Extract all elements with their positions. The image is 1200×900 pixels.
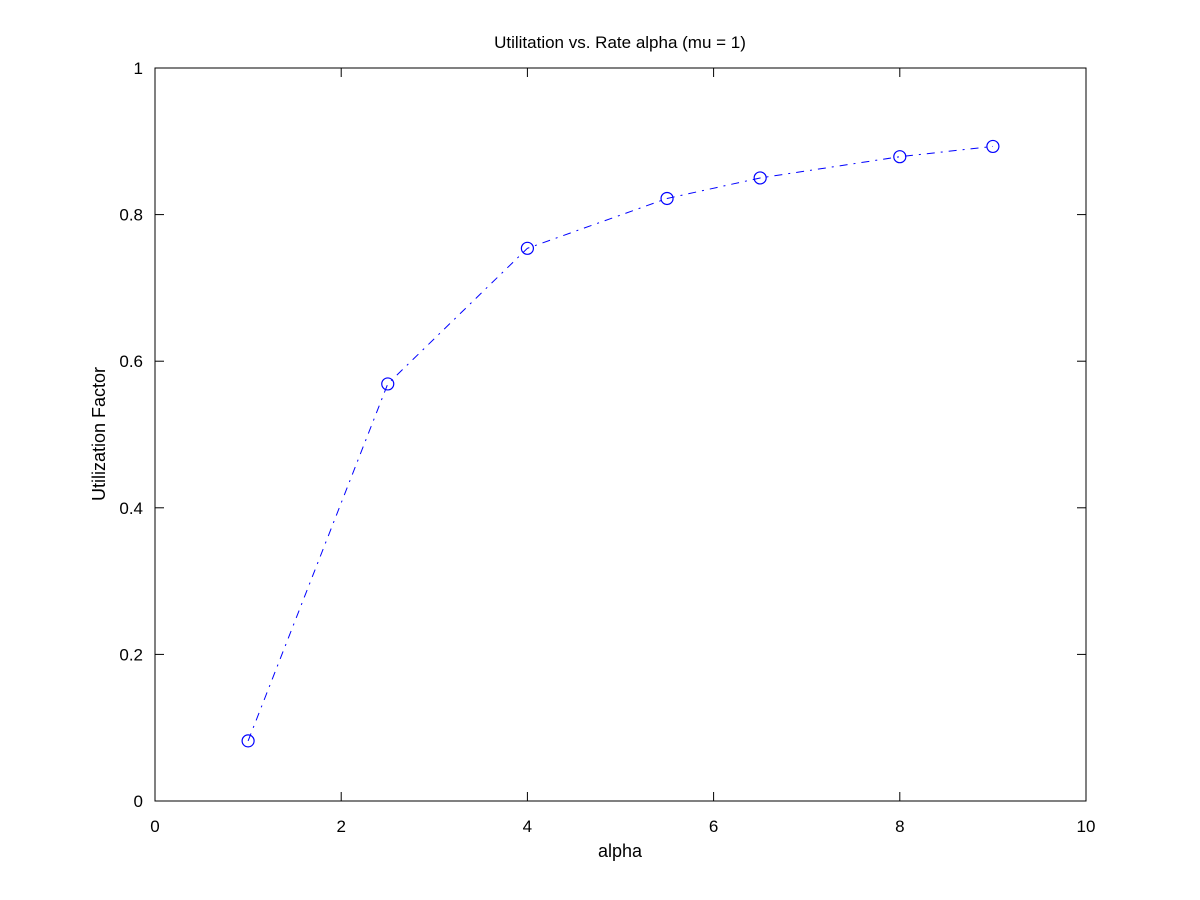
data-point-marker (381, 377, 395, 391)
y-tick-label: 0.6 (119, 352, 143, 371)
y-tick-labels: 0 0.2 0.4 0.6 0.8 1 (119, 59, 143, 811)
data-point-marker (753, 171, 767, 185)
tick-marks (154, 67, 1087, 802)
x-tick-label: 10 (1077, 817, 1096, 836)
series-line (247, 145, 993, 742)
x-tick-label: 2 (336, 817, 345, 836)
y-tick-label: 0.8 (119, 206, 143, 225)
chart-title: Utilitation vs. Rate alpha (mu = 1) (494, 33, 746, 52)
y-tick-label: 0.2 (119, 645, 143, 664)
x-axis-label: alpha (598, 841, 643, 861)
data-point-marker (660, 191, 674, 206)
x-tick-label: 0 (150, 817, 159, 836)
y-tick-label: 1 (134, 59, 143, 78)
y-axis-label: Utilization Factor (89, 367, 109, 501)
y-tick-label: 0 (134, 792, 143, 811)
x-tick-label: 6 (709, 817, 718, 836)
plot-area: 0 2 4 6 8 10 0 0.2 0.4 0.6 0.8 1 (119, 59, 1095, 836)
data-point-marker (520, 241, 535, 255)
x-tick-labels: 0 2 4 6 8 10 (150, 817, 1095, 836)
data-point-marker (893, 150, 907, 164)
y-tick-label: 0.4 (119, 499, 143, 518)
series-group (241, 139, 1000, 748)
data-point-marker (986, 139, 1000, 154)
x-tick-label: 4 (523, 817, 532, 836)
data-point-marker (241, 734, 255, 748)
plot-frame (154, 67, 1087, 802)
x-tick-label: 8 (895, 817, 904, 836)
